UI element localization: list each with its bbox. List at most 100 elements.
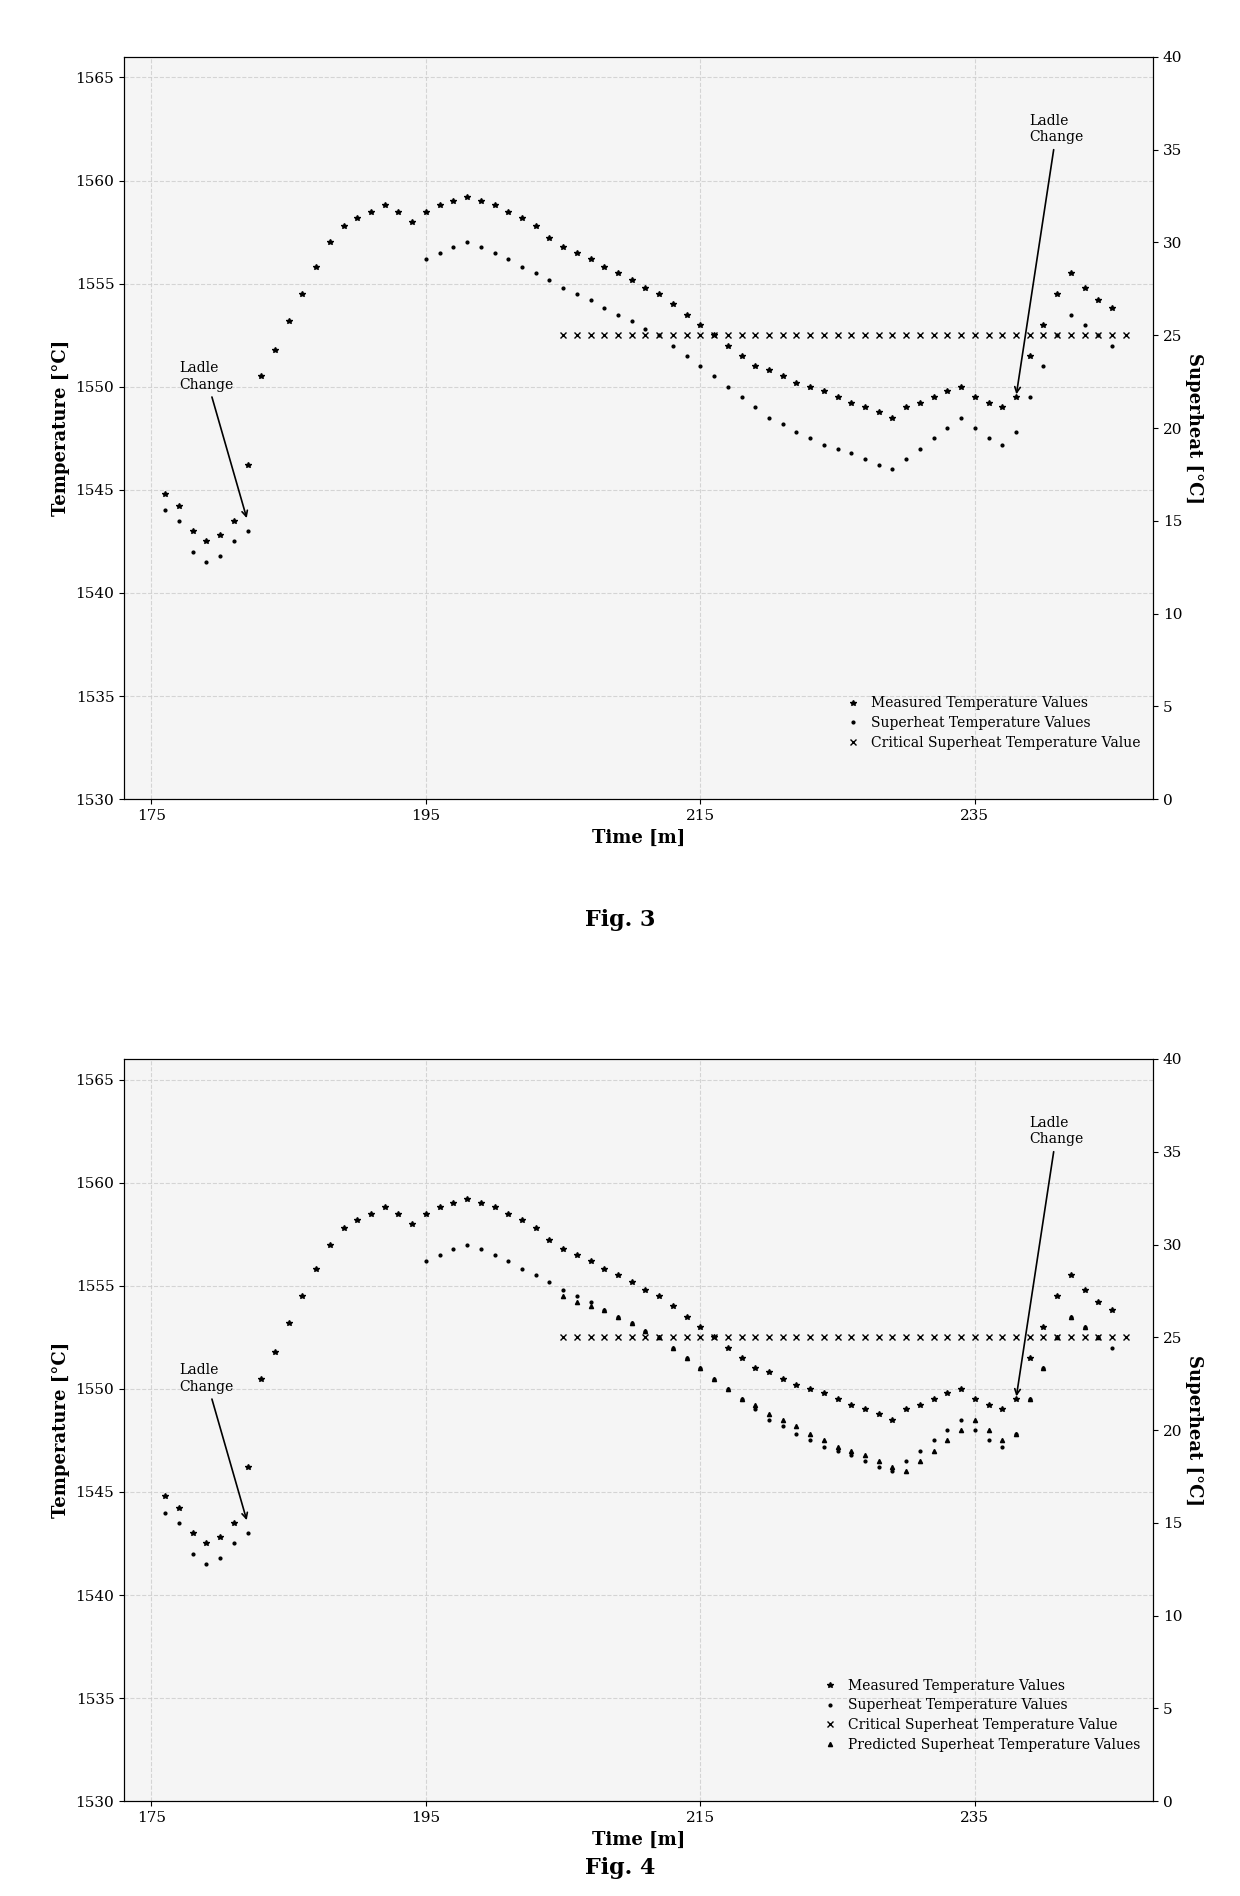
Text: Ladle
Change: Ladle Change (179, 362, 247, 516)
Measured Temperature Values (707, 324, 722, 347)
Critical Superheat Temperature Value (1091, 1325, 1106, 1348)
Critical Superheat Temperature Value (556, 324, 570, 347)
Predicted Superheat Temperature Values (1050, 1325, 1065, 1348)
Superheat Temperature Values (1008, 421, 1023, 444)
Superheat Temperature Values (926, 427, 941, 449)
Critical Superheat Temperature Value (816, 324, 831, 347)
Critical Superheat Temperature Value (748, 1325, 763, 1348)
Critical Superheat Temperature Value (652, 324, 667, 347)
Critical Superheat Temperature Value (775, 1325, 790, 1348)
Text: Fig. 4: Fig. 4 (585, 1856, 655, 1879)
Critical Superheat Temperature Value (1078, 324, 1092, 347)
Superheat Temperature Values (460, 231, 475, 254)
Critical Superheat Temperature Value (954, 324, 968, 347)
Predicted Superheat Temperature Values (761, 1403, 776, 1426)
Critical Superheat Temperature Value (981, 324, 996, 347)
Predicted Superheat Temperature Values (981, 1418, 996, 1441)
Predicted Superheat Temperature Values (885, 1456, 900, 1479)
Critical Superheat Temperature Value (720, 324, 735, 347)
Critical Superheat Temperature Value (652, 1325, 667, 1348)
Critical Superheat Temperature Value (583, 324, 598, 347)
Critical Superheat Temperature Value (899, 1325, 914, 1348)
Predicted Superheat Temperature Values (1022, 1388, 1037, 1411)
Critical Superheat Temperature Value (761, 324, 776, 347)
Text: Ladle
Change: Ladle Change (1014, 114, 1084, 392)
Critical Superheat Temperature Value (748, 324, 763, 347)
Measured Temperature Values (391, 1202, 405, 1225)
Critical Superheat Temperature Value (885, 324, 900, 347)
Critical Superheat Temperature Value (940, 1325, 955, 1348)
Predicted Superheat Temperature Values (1091, 1325, 1106, 1348)
Critical Superheat Temperature Value (761, 1325, 776, 1348)
Critical Superheat Temperature Value (707, 1325, 722, 1348)
Superheat Temperature Values (542, 267, 557, 290)
Critical Superheat Temperature Value (858, 324, 873, 347)
Critical Superheat Temperature Value (1035, 1325, 1050, 1348)
Predicted Superheat Temperature Values (556, 1285, 570, 1308)
Critical Superheat Temperature Value (1078, 1325, 1092, 1348)
Superheat Temperature Values (460, 1232, 475, 1255)
Critical Superheat Temperature Value (816, 1325, 831, 1348)
Critical Superheat Temperature Value (1118, 1325, 1133, 1348)
Superheat Temperature Values (872, 453, 887, 476)
Text: Ladle
Change: Ladle Change (179, 1363, 247, 1519)
Critical Superheat Temperature Value (1064, 1325, 1079, 1348)
Critical Superheat Temperature Value (693, 324, 708, 347)
Critical Superheat Temperature Value (569, 1325, 584, 1348)
Predicted Superheat Temperature Values (954, 1418, 968, 1441)
Measured Temperature Values (474, 1193, 489, 1215)
Critical Superheat Temperature Value (596, 1325, 611, 1348)
Critical Superheat Temperature Value (1105, 324, 1120, 347)
Critical Superheat Temperature Value (734, 1325, 749, 1348)
Measured Temperature Values (460, 1187, 475, 1210)
Superheat Temperature Values (542, 1270, 557, 1293)
X-axis label: Time [m]: Time [m] (591, 1830, 686, 1849)
Superheat Temperature Values (1078, 313, 1092, 336)
Predicted Superheat Temperature Values (652, 1325, 667, 1348)
Superheat Temperature Values (528, 1265, 543, 1287)
Line: Measured Temperature Values: Measured Temperature Values (162, 193, 1115, 544)
Measured Temperature Values (295, 283, 310, 305)
Critical Superheat Temperature Value (1105, 1325, 1120, 1348)
Line: Superheat Temperature Values: Superheat Temperature Values (162, 239, 1115, 565)
Critical Superheat Temperature Value (1008, 1325, 1023, 1348)
Critical Superheat Temperature Value (680, 1325, 694, 1348)
Measured Temperature Values (994, 396, 1009, 419)
Critical Superheat Temperature Value (596, 324, 611, 347)
Measured Temperature Values (198, 531, 213, 554)
Measured Temperature Values (583, 248, 598, 271)
Superheat Temperature Values (157, 1502, 172, 1524)
Predicted Superheat Temperature Values (926, 1439, 941, 1462)
Predicted Superheat Temperature Values (693, 1358, 708, 1380)
Critical Superheat Temperature Value (967, 1325, 982, 1348)
Measured Temperature Values (1105, 1299, 1120, 1322)
Predicted Superheat Temperature Values (1035, 1358, 1050, 1380)
Critical Superheat Temperature Value (1064, 324, 1079, 347)
Superheat Temperature Values (198, 1553, 213, 1576)
Predicted Superheat Temperature Values (596, 1299, 611, 1322)
Superheat Temperature Values (1105, 334, 1120, 356)
Critical Superheat Temperature Value (556, 1325, 570, 1348)
Legend: Measured Temperature Values, Superheat Temperature Values, Critical Superheat Te: Measured Temperature Values, Superheat T… (833, 690, 1146, 755)
Critical Superheat Temperature Value (994, 1325, 1009, 1348)
Measured Temperature Values (295, 1285, 310, 1308)
Critical Superheat Temperature Value (940, 324, 955, 347)
Critical Superheat Temperature Value (830, 324, 844, 347)
Critical Superheat Temperature Value (666, 1325, 681, 1348)
Critical Superheat Temperature Value (610, 324, 625, 347)
Critical Superheat Temperature Value (899, 324, 914, 347)
Predicted Superheat Temperature Values (802, 1422, 817, 1445)
Critical Superheat Temperature Value (967, 324, 982, 347)
Predicted Superheat Temperature Values (624, 1312, 639, 1335)
Predicted Superheat Temperature Values (899, 1460, 914, 1483)
Critical Superheat Temperature Value (844, 1325, 859, 1348)
Predicted Superheat Temperature Values (1008, 1422, 1023, 1445)
Predicted Superheat Temperature Values (858, 1443, 873, 1466)
Critical Superheat Temperature Value (926, 1325, 941, 1348)
Critical Superheat Temperature Value (666, 324, 681, 347)
Predicted Superheat Temperature Values (1064, 1304, 1079, 1327)
Predicted Superheat Temperature Values (775, 1409, 790, 1431)
Measured Temperature Values (460, 186, 475, 209)
Critical Superheat Temperature Value (610, 1325, 625, 1348)
Critical Superheat Temperature Value (802, 1325, 817, 1348)
